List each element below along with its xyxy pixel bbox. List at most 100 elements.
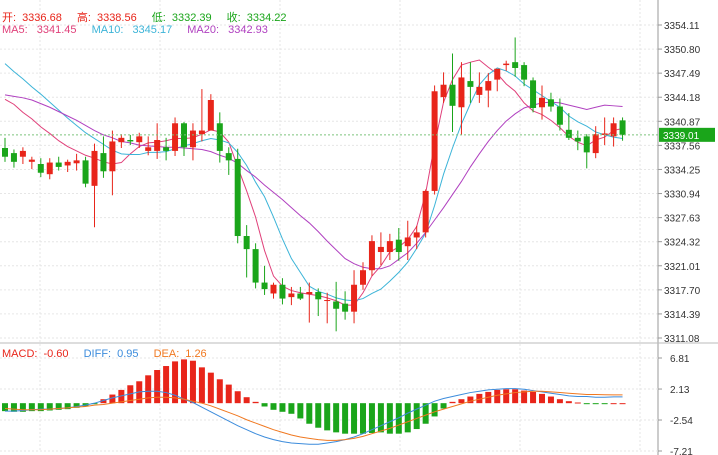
candle (431, 85, 438, 195)
candle (306, 282, 313, 323)
candle-body (19, 150, 26, 157)
candle-body (530, 80, 537, 108)
candle (485, 73, 492, 108)
macd-bar (181, 359, 187, 404)
macd-bar (154, 370, 161, 404)
macd-bar (234, 391, 241, 404)
candle (225, 147, 232, 175)
candle (154, 123, 161, 159)
candle (619, 117, 626, 141)
candle (333, 281, 340, 332)
macd-bar (270, 403, 277, 410)
candle (521, 62, 528, 87)
candle (2, 137, 8, 162)
candle-body (512, 62, 519, 68)
candle-body (172, 123, 179, 151)
candle (73, 153, 80, 171)
candle-body (583, 136, 590, 153)
candle (198, 89, 205, 142)
macd-bar (368, 403, 375, 434)
candle-body (592, 134, 599, 154)
close-readout: 收: 3334.22 (226, 12, 287, 24)
candle (100, 136, 107, 178)
macd-bar (512, 389, 519, 404)
candle-body (395, 239, 402, 253)
candle (37, 158, 44, 178)
candle (574, 130, 581, 151)
macd-bar (243, 397, 250, 404)
dea-line (4, 390, 623, 441)
macd-bar (342, 403, 349, 434)
candle-body (556, 106, 563, 125)
candle (279, 278, 286, 305)
macd-bar (476, 393, 483, 404)
macd-bar (252, 401, 259, 404)
candle (297, 286, 304, 301)
candle-body (127, 140, 134, 142)
candle-body (306, 292, 313, 295)
ma20-readout: MA20: 3342.93 (187, 24, 268, 36)
macd-bar (333, 403, 340, 433)
candle-body (494, 68, 501, 80)
candle (91, 143, 98, 228)
macd-bar (592, 403, 599, 405)
candle-body (342, 303, 349, 312)
macd-bar (360, 403, 366, 434)
ma5-readout: MA5: 3341.45 (2, 24, 77, 36)
candle (234, 148, 241, 244)
candle (556, 98, 563, 131)
candle (512, 37, 519, 77)
candle (583, 134, 590, 169)
candle-body (521, 65, 528, 80)
candle (216, 112, 223, 163)
candle (19, 147, 26, 165)
candle (467, 62, 474, 103)
candle-body (64, 161, 71, 166)
candle-body (279, 284, 286, 299)
candle-body (324, 300, 331, 302)
candle-body (368, 241, 375, 271)
candle (592, 126, 599, 159)
ma10-line (4, 63, 623, 302)
macd-bar (386, 403, 393, 434)
candle-body (431, 91, 438, 191)
candle (270, 282, 277, 299)
diff-line (5, 388, 623, 445)
candle-body (404, 237, 411, 247)
candle-body (503, 63, 510, 66)
candle-body (377, 246, 384, 253)
candle (368, 235, 375, 277)
candle (503, 60, 510, 71)
candle-body (252, 249, 259, 283)
candle (46, 158, 53, 180)
candle-body (270, 284, 277, 294)
candle (82, 156, 89, 188)
macd-bar (556, 399, 563, 404)
y-tick-label: 3350.80 (664, 45, 701, 56)
candle-body (198, 130, 205, 135)
candle (207, 94, 214, 131)
macd-bar (2, 403, 8, 412)
candle-body (100, 153, 107, 172)
candle-body (73, 160, 80, 164)
candle-body (539, 97, 545, 108)
candle (449, 53, 456, 133)
macd-bar (216, 379, 223, 404)
candle-body (619, 120, 626, 135)
ma20-line (4, 94, 623, 270)
candle-body (136, 136, 143, 143)
candle (172, 117, 179, 157)
macd-bar (440, 403, 447, 409)
macd-bar (539, 393, 545, 404)
candle-body (28, 159, 35, 162)
price-axis: 3354.11 3350.80 3347.49 3344.18 3340.87 3337.… (0, 21, 715, 455)
candle-body (261, 282, 268, 290)
candle-body (207, 99, 214, 131)
y-tick-label: 3340.87 (664, 117, 701, 128)
candle (610, 117, 617, 147)
candlestick-series[interactable] (2, 37, 626, 332)
macd-bar (19, 403, 26, 412)
candle-body (422, 190, 429, 233)
candle (261, 265, 268, 295)
